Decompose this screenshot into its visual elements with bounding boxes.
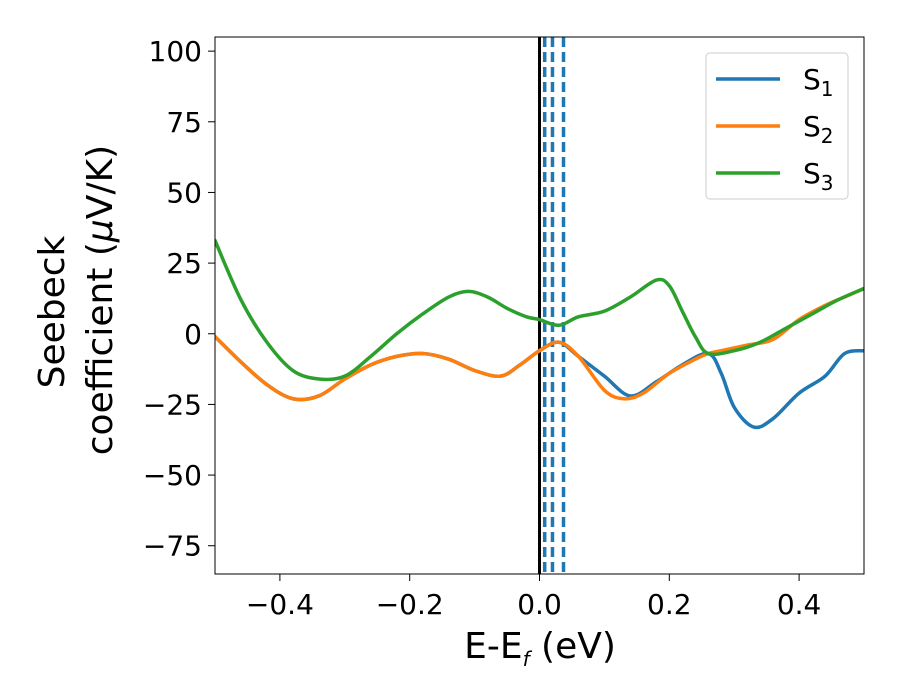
y-tick-label: 25: [166, 247, 202, 280]
legend-label-s3: S3: [803, 157, 834, 195]
legend-label-s1: S1: [803, 63, 834, 101]
legend: S1 S2 S3: [705, 52, 849, 200]
x-axis-ticks: −0.4 −0.2 0.0 0.2 0.4: [246, 574, 821, 621]
series-lines: [215, 238, 864, 430]
legend-label-s2: S2: [803, 110, 834, 148]
x-tick-label: 0.0: [517, 588, 562, 621]
y-tick-label: 0: [184, 318, 202, 351]
x-tick-label: −0.2: [376, 588, 444, 621]
y-axis-ticks: −75 −50 −25 0 25 50 75 100: [143, 35, 215, 563]
x-tick-label: 0.4: [777, 588, 822, 621]
series-line-s3: [215, 238, 864, 382]
x-tick-label: −0.4: [246, 588, 314, 621]
y-tick-label: 100: [149, 35, 202, 68]
vertical-lines: [538, 37, 566, 574]
x-axis-label: E-Ef (eV): [464, 626, 616, 671]
x-axis-label-sub: f: [523, 647, 533, 671]
y-tick-label: −50: [143, 459, 202, 492]
x-tick-label: 0.2: [647, 588, 692, 621]
y-axis-label-line2: coefficient (μV/K): [80, 145, 121, 455]
y-axis-label-line1: Seebeck: [32, 235, 73, 388]
y-tick-label: −25: [143, 388, 202, 421]
y-tick-label: −75: [143, 530, 202, 563]
y-tick-label: 75: [166, 106, 202, 139]
y-tick-label: 50: [166, 176, 202, 209]
